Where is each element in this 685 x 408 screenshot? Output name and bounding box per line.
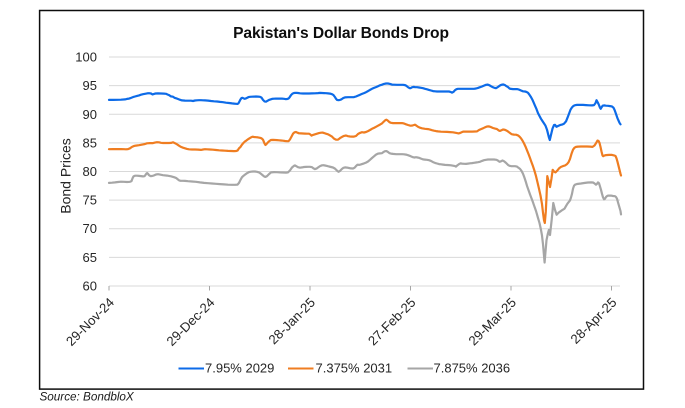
svg-text:95: 95 [83, 78, 97, 93]
svg-text:60: 60 [83, 279, 97, 294]
svg-text:Pakistan's Dollar Bonds Drop: Pakistan's Dollar Bonds Drop [233, 25, 449, 42]
svg-text:65: 65 [83, 250, 97, 265]
svg-text:Source: BondbloX: Source: BondbloX [40, 391, 135, 404]
svg-text:80: 80 [83, 164, 97, 179]
svg-text:7.95% 2029: 7.95% 2029 [205, 361, 274, 376]
svg-text:75: 75 [83, 193, 97, 208]
svg-text:7.375% 2031: 7.375% 2031 [316, 361, 393, 376]
svg-text:90: 90 [83, 107, 97, 122]
svg-text:7.875% 2036: 7.875% 2036 [434, 361, 511, 376]
svg-text:100: 100 [75, 50, 97, 65]
svg-text:85: 85 [83, 135, 97, 150]
svg-text:Bond Prices: Bond Prices [58, 138, 74, 213]
svg-text:70: 70 [83, 221, 97, 236]
